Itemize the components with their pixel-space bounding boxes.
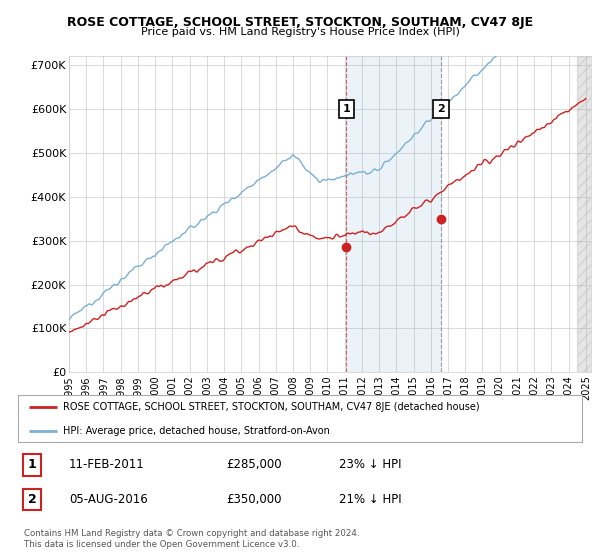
Text: 2: 2 <box>28 493 37 506</box>
Text: 05-AUG-2016: 05-AUG-2016 <box>69 493 148 506</box>
Text: 1: 1 <box>343 104 350 114</box>
Text: 21% ↓ HPI: 21% ↓ HPI <box>340 493 402 506</box>
Text: ROSE COTTAGE, SCHOOL STREET, STOCKTON, SOUTHAM, CV47 8JE (detached house): ROSE COTTAGE, SCHOOL STREET, STOCKTON, S… <box>63 402 480 412</box>
Text: 11-FEB-2011: 11-FEB-2011 <box>69 458 145 471</box>
Text: Price paid vs. HM Land Registry's House Price Index (HPI): Price paid vs. HM Land Registry's House … <box>140 27 460 37</box>
Text: 2: 2 <box>437 104 445 114</box>
Bar <box>577 56 595 372</box>
Text: 23% ↓ HPI: 23% ↓ HPI <box>340 458 402 471</box>
Text: 1: 1 <box>28 458 37 471</box>
Text: £285,000: £285,000 <box>227 458 283 471</box>
Bar <box>346 56 441 372</box>
Text: Contains HM Land Registry data © Crown copyright and database right 2024.
This d: Contains HM Land Registry data © Crown c… <box>24 529 359 549</box>
Text: ROSE COTTAGE, SCHOOL STREET, STOCKTON, SOUTHAM, CV47 8JE: ROSE COTTAGE, SCHOOL STREET, STOCKTON, S… <box>67 16 533 29</box>
Text: HPI: Average price, detached house, Stratford-on-Avon: HPI: Average price, detached house, Stra… <box>63 426 330 436</box>
Text: £350,000: £350,000 <box>227 493 282 506</box>
